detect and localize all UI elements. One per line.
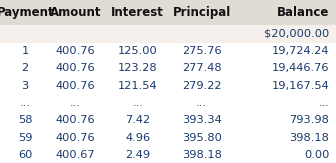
Text: 2.49: 2.49	[125, 150, 150, 160]
Bar	[0, 77, 336, 94]
Text: 125.00: 125.00	[118, 46, 158, 56]
Text: ...: ...	[20, 98, 31, 108]
Text: 19,167.54: 19,167.54	[271, 81, 329, 91]
Bar	[0, 43, 336, 60]
Text: 275.76: 275.76	[182, 46, 221, 56]
Bar	[0, 112, 336, 129]
Text: ...: ...	[196, 98, 207, 108]
Text: 793.98: 793.98	[289, 115, 329, 125]
Bar	[0, 146, 336, 163]
Text: 58: 58	[18, 115, 33, 125]
Text: Interest: Interest	[111, 6, 164, 19]
Text: 393.34: 393.34	[182, 115, 221, 125]
Text: 121.54: 121.54	[118, 81, 158, 91]
Text: 400.76: 400.76	[56, 81, 95, 91]
Text: 398.18: 398.18	[289, 133, 329, 143]
Text: Principal: Principal	[172, 6, 231, 19]
Bar	[0, 129, 336, 146]
Bar	[0, 25, 336, 43]
Text: 0.00: 0.00	[304, 150, 329, 160]
Text: 395.80: 395.80	[182, 133, 221, 143]
Text: 400.76: 400.76	[56, 115, 95, 125]
Bar	[0, 94, 336, 112]
Bar	[0, 0, 336, 25]
Text: 2: 2	[22, 63, 29, 74]
Text: 7.42: 7.42	[125, 115, 150, 125]
Text: 1: 1	[22, 46, 29, 56]
Text: 4.96: 4.96	[125, 133, 150, 143]
Text: 19,446.76: 19,446.76	[272, 63, 329, 74]
Text: Payment: Payment	[0, 6, 54, 19]
Text: 279.22: 279.22	[182, 81, 221, 91]
Text: ...: ...	[132, 98, 143, 108]
Text: 59: 59	[18, 133, 33, 143]
Text: 277.48: 277.48	[182, 63, 221, 74]
Text: 3: 3	[22, 81, 29, 91]
Text: ...: ...	[319, 98, 329, 108]
Text: 400.76: 400.76	[56, 63, 95, 74]
Text: 19,724.24: 19,724.24	[272, 46, 329, 56]
Text: $20,000.00: $20,000.00	[264, 29, 329, 39]
Text: Amount: Amount	[50, 6, 101, 19]
Text: 400.76: 400.76	[56, 133, 95, 143]
Text: Balance: Balance	[277, 6, 329, 19]
Text: 398.18: 398.18	[182, 150, 221, 160]
Bar	[0, 60, 336, 77]
Text: 400.67: 400.67	[56, 150, 95, 160]
Text: 60: 60	[18, 150, 32, 160]
Text: ...: ...	[70, 98, 81, 108]
Text: 123.28: 123.28	[118, 63, 158, 74]
Text: 400.76: 400.76	[56, 46, 95, 56]
